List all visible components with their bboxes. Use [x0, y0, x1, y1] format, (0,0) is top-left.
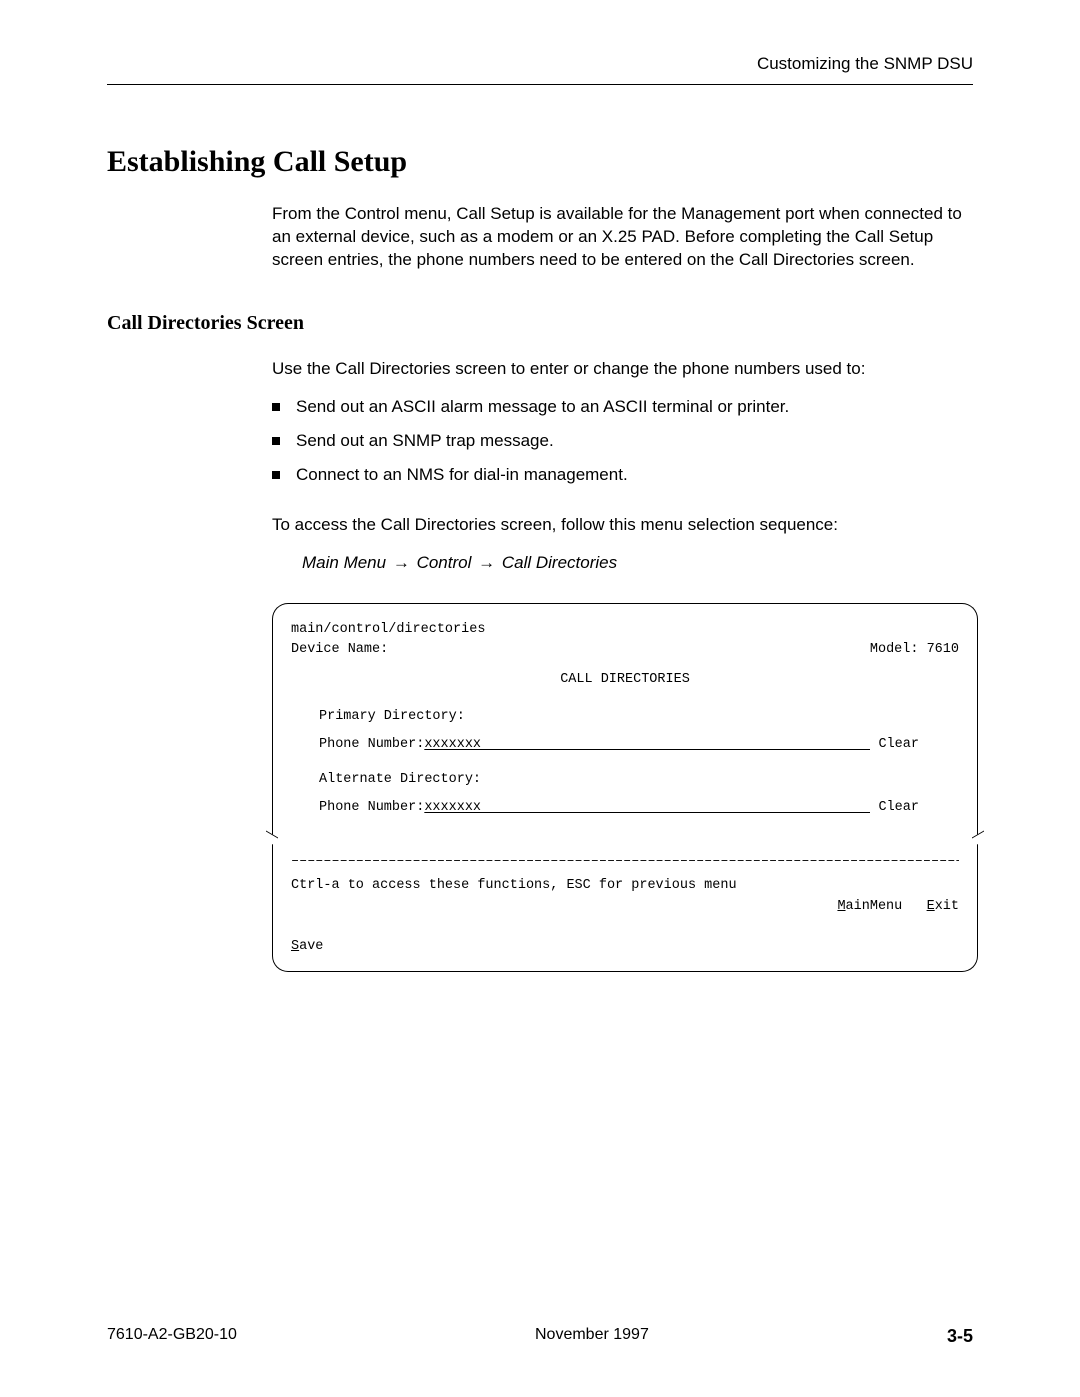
arrow-icon: →	[391, 553, 412, 572]
phone-underline	[481, 812, 870, 813]
terminal-breadcrumb: main/control/directories	[291, 620, 959, 640]
device-name-label: Device Name:	[291, 640, 388, 660]
list-item: Send out an SNMP trap message.	[272, 431, 973, 451]
list-item: Connect to an NMS for dial-in management…	[272, 465, 973, 485]
terminal-bottom-panel: ––––––––––––––––––––––––––––––––––––––––…	[272, 838, 978, 972]
menu-path-p2: Control	[417, 553, 472, 572]
phone-number-label: Phone Number:	[319, 800, 424, 815]
bullet-icon	[272, 471, 280, 479]
terminal-top-panel: main/control/directories Device Name: Mo…	[272, 603, 978, 839]
terminal-screen-bottom: ––––––––––––––––––––––––––––––––––––––––…	[272, 838, 978, 972]
terminal-divider: ––––––––––––––––––––––––––––––––––––––––…	[291, 852, 959, 872]
alternate-clear-button[interactable]: Clear	[878, 800, 919, 815]
alternate-directory-label: Alternate Directory:	[319, 770, 959, 790]
arrow-icon: →	[476, 553, 497, 572]
primary-phone-row: Phone Number: xxxxxxx Clear	[319, 737, 959, 752]
header-divider	[107, 84, 973, 85]
primary-directory-label: Primary Directory:	[319, 707, 959, 727]
section-body: From the Control menu, Call Setup is ava…	[272, 203, 973, 272]
access-instruction: To access the Call Directories screen, f…	[272, 515, 973, 535]
list-item-text: Send out an ASCII alarm message to an AS…	[296, 397, 789, 417]
bullet-icon	[272, 403, 280, 411]
menu-path: Main Menu → Control → Call Directories	[302, 553, 973, 573]
list-item-text: Connect to an NMS for dial-in management…	[296, 465, 628, 485]
save-button[interactable]: Save	[291, 937, 959, 957]
subsection-intro: Use the Call Directories screen to enter…	[272, 359, 973, 379]
bullet-list: Send out an ASCII alarm message to an AS…	[272, 397, 973, 485]
header-chapter-title: Customizing the SNMP DSU	[107, 54, 973, 84]
phone-number-label: Phone Number:	[319, 737, 424, 752]
footer-page-number: 3-5	[947, 1326, 973, 1347]
section-heading: Establishing Call Setup	[107, 145, 973, 179]
menu-path-p3: Call Directories	[502, 553, 617, 572]
primary-phone-input[interactable]: xxxxxxx	[424, 737, 481, 752]
menu-path-p1: Main Menu	[302, 553, 386, 572]
alternate-phone-input[interactable]: xxxxxxx	[424, 800, 481, 815]
list-item: Send out an ASCII alarm message to an AS…	[272, 397, 973, 417]
list-item-text: Send out an SNMP trap message.	[296, 431, 554, 451]
model-label: Model: 7610	[870, 640, 959, 660]
ctrl-help-text: Ctrl-a to access these functions, ESC fo…	[291, 876, 737, 937]
primary-clear-button[interactable]: Clear	[878, 737, 919, 752]
exit-button[interactable]: Exit	[927, 899, 959, 914]
alternate-phone-row: Phone Number: xxxxxxx Clear	[319, 800, 959, 815]
phone-underline	[481, 749, 870, 750]
subsection-heading: Call Directories Screen	[107, 312, 973, 335]
mainmenu-button[interactable]: MainMenu	[837, 899, 902, 914]
bullet-icon	[272, 437, 280, 445]
footer-date: November 1997	[535, 1326, 649, 1347]
page-footer: 7610-A2-GB20-10 November 1997 3-5	[107, 1326, 973, 1347]
terminal-title: CALL DIRECTORIES	[291, 670, 959, 690]
footer-docnum: 7610-A2-GB20-10	[107, 1326, 237, 1347]
terminal-screen: main/control/directories Device Name: Mo…	[272, 603, 978, 839]
